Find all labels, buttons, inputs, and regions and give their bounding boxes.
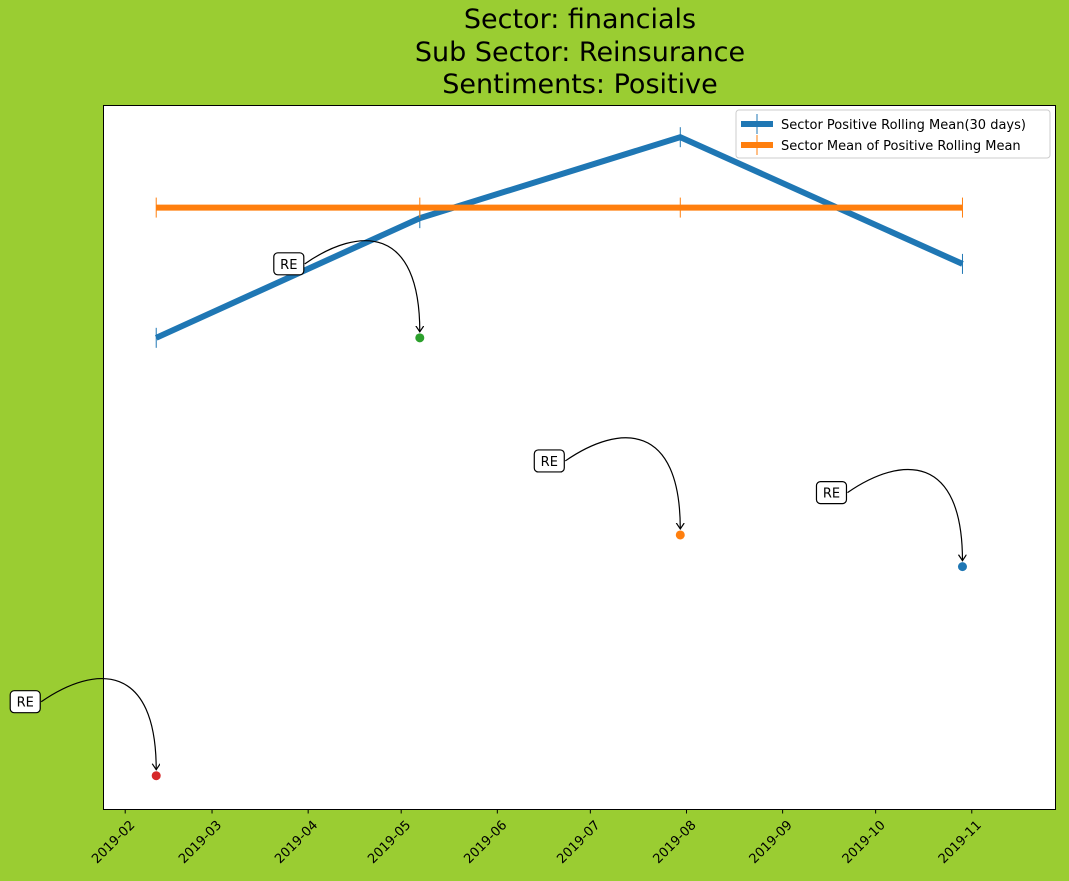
title-sector: Sector: financials <box>463 4 697 35</box>
annotation-box <box>273 252 305 276</box>
annotation-arrow <box>564 437 680 529</box>
x-tick-label: 2019-02 <box>89 818 138 867</box>
annotation-box <box>533 449 565 473</box>
x-tick-label: 2019-03 <box>176 818 225 867</box>
annotation-label: RE <box>280 258 297 273</box>
data-point <box>151 771 161 781</box>
plot-area <box>103 105 1056 810</box>
annotation-box <box>815 481 848 505</box>
title-sub-sector: Sub Sector: Reinsurance <box>414 36 746 68</box>
data-point <box>957 562 967 572</box>
x-tick-label: 2019-10 <box>840 818 889 867</box>
data-point <box>415 333 425 343</box>
series-line <box>154 133 964 341</box>
x-tick-label: 2019-11 <box>936 818 985 867</box>
annotation-arrow <box>304 240 420 332</box>
data-point <box>675 530 685 540</box>
annotation-arrow <box>847 468 962 560</box>
x-tick-label: 2019-06 <box>461 818 510 867</box>
points-layer: RE RE RE RE <box>9 240 967 781</box>
annotation-arrow <box>40 677 156 770</box>
x-tick-label: 2019-07 <box>554 818 603 867</box>
x-tick-label: 2019-05 <box>365 818 414 867</box>
x-tick-label: 2019-08 <box>651 818 700 867</box>
x-tick-label: 2019-04 <box>272 818 321 867</box>
annotation-label: RE <box>823 487 840 502</box>
legend: Sector Positive Rolling Mean(30 days) Sec… <box>735 109 1051 159</box>
x-tick-label: 2019-09 <box>747 818 796 867</box>
legend-entry-label: Sector Positive Rolling Mean(30 days) <box>781 118 1026 133</box>
chart-title: Sector: financials Sub Sector: Reinsuran… <box>0 4 1069 102</box>
legend-entry-label: Sector Mean of Positive Rolling Mean <box>781 139 1021 154</box>
series-layer <box>154 127 964 348</box>
x-axis: 2019-02 2019-03 2019-04 2019-05 2019-06 2019-… <box>89 809 985 867</box>
title-sentiments: Sentiments: Positive <box>442 69 718 100</box>
annotation-label: RE <box>17 696 34 711</box>
legend-box <box>735 109 1051 159</box>
annotation-label: RE <box>541 455 558 470</box>
annotation-box <box>9 690 41 714</box>
